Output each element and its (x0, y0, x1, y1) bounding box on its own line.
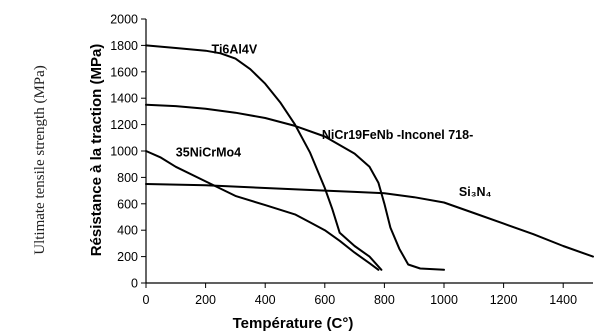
y-tick-label: 400 (117, 224, 138, 238)
y-tick-label: 1400 (110, 92, 138, 106)
series-label-2: 35NiCrMo4 (176, 145, 241, 159)
series-line-3 (145, 183, 594, 258)
x-axis-title: Température (C°) (233, 315, 354, 331)
series-group (145, 44, 594, 271)
x-tick-label: 0 (143, 293, 150, 307)
y-tick-label: 1000 (110, 145, 138, 159)
y-tick-label: 600 (117, 197, 138, 211)
outer-y-label: Ultimate tensile strength (MPa) (32, 65, 48, 255)
series-line-0 (145, 44, 383, 271)
y-tick-label: 1800 (110, 39, 138, 53)
y-tick-label: 2000 (110, 13, 138, 27)
x-tick-label: 400 (255, 293, 276, 307)
x-tick-label: 800 (374, 293, 395, 307)
y-tick-label: 1200 (110, 118, 138, 132)
x-tick-label: 1000 (430, 293, 458, 307)
series-line-2 (145, 150, 380, 271)
x-tick-label: 1400 (549, 293, 577, 307)
y-tick-label: 0 (131, 277, 138, 291)
y-tick-label: 200 (117, 250, 138, 264)
series-label-1: NiCr19FeNb -Inconel 718- (322, 128, 473, 142)
series-label-3: Si₃N₄ (459, 185, 492, 199)
y-tick-label: 800 (117, 171, 138, 185)
x-tick-label: 1200 (490, 293, 518, 307)
y-axis-title: Résistance à la traction (MPa) (88, 44, 105, 257)
x-tick-label: 200 (195, 293, 216, 307)
series-labels: Ti6Al4V NiCr19FeNb -Inconel 718- 35NiCrMo4… (176, 42, 492, 199)
axes: 0 200 400 600 800 1000 1200 1400 1600 1800 2000 0 20… (110, 13, 593, 307)
series-line-1 (145, 103, 445, 271)
series-label-0: Ti6Al4V (212, 42, 258, 56)
x-tick-label: 600 (314, 293, 335, 307)
y-tick-label: 1600 (110, 65, 138, 79)
